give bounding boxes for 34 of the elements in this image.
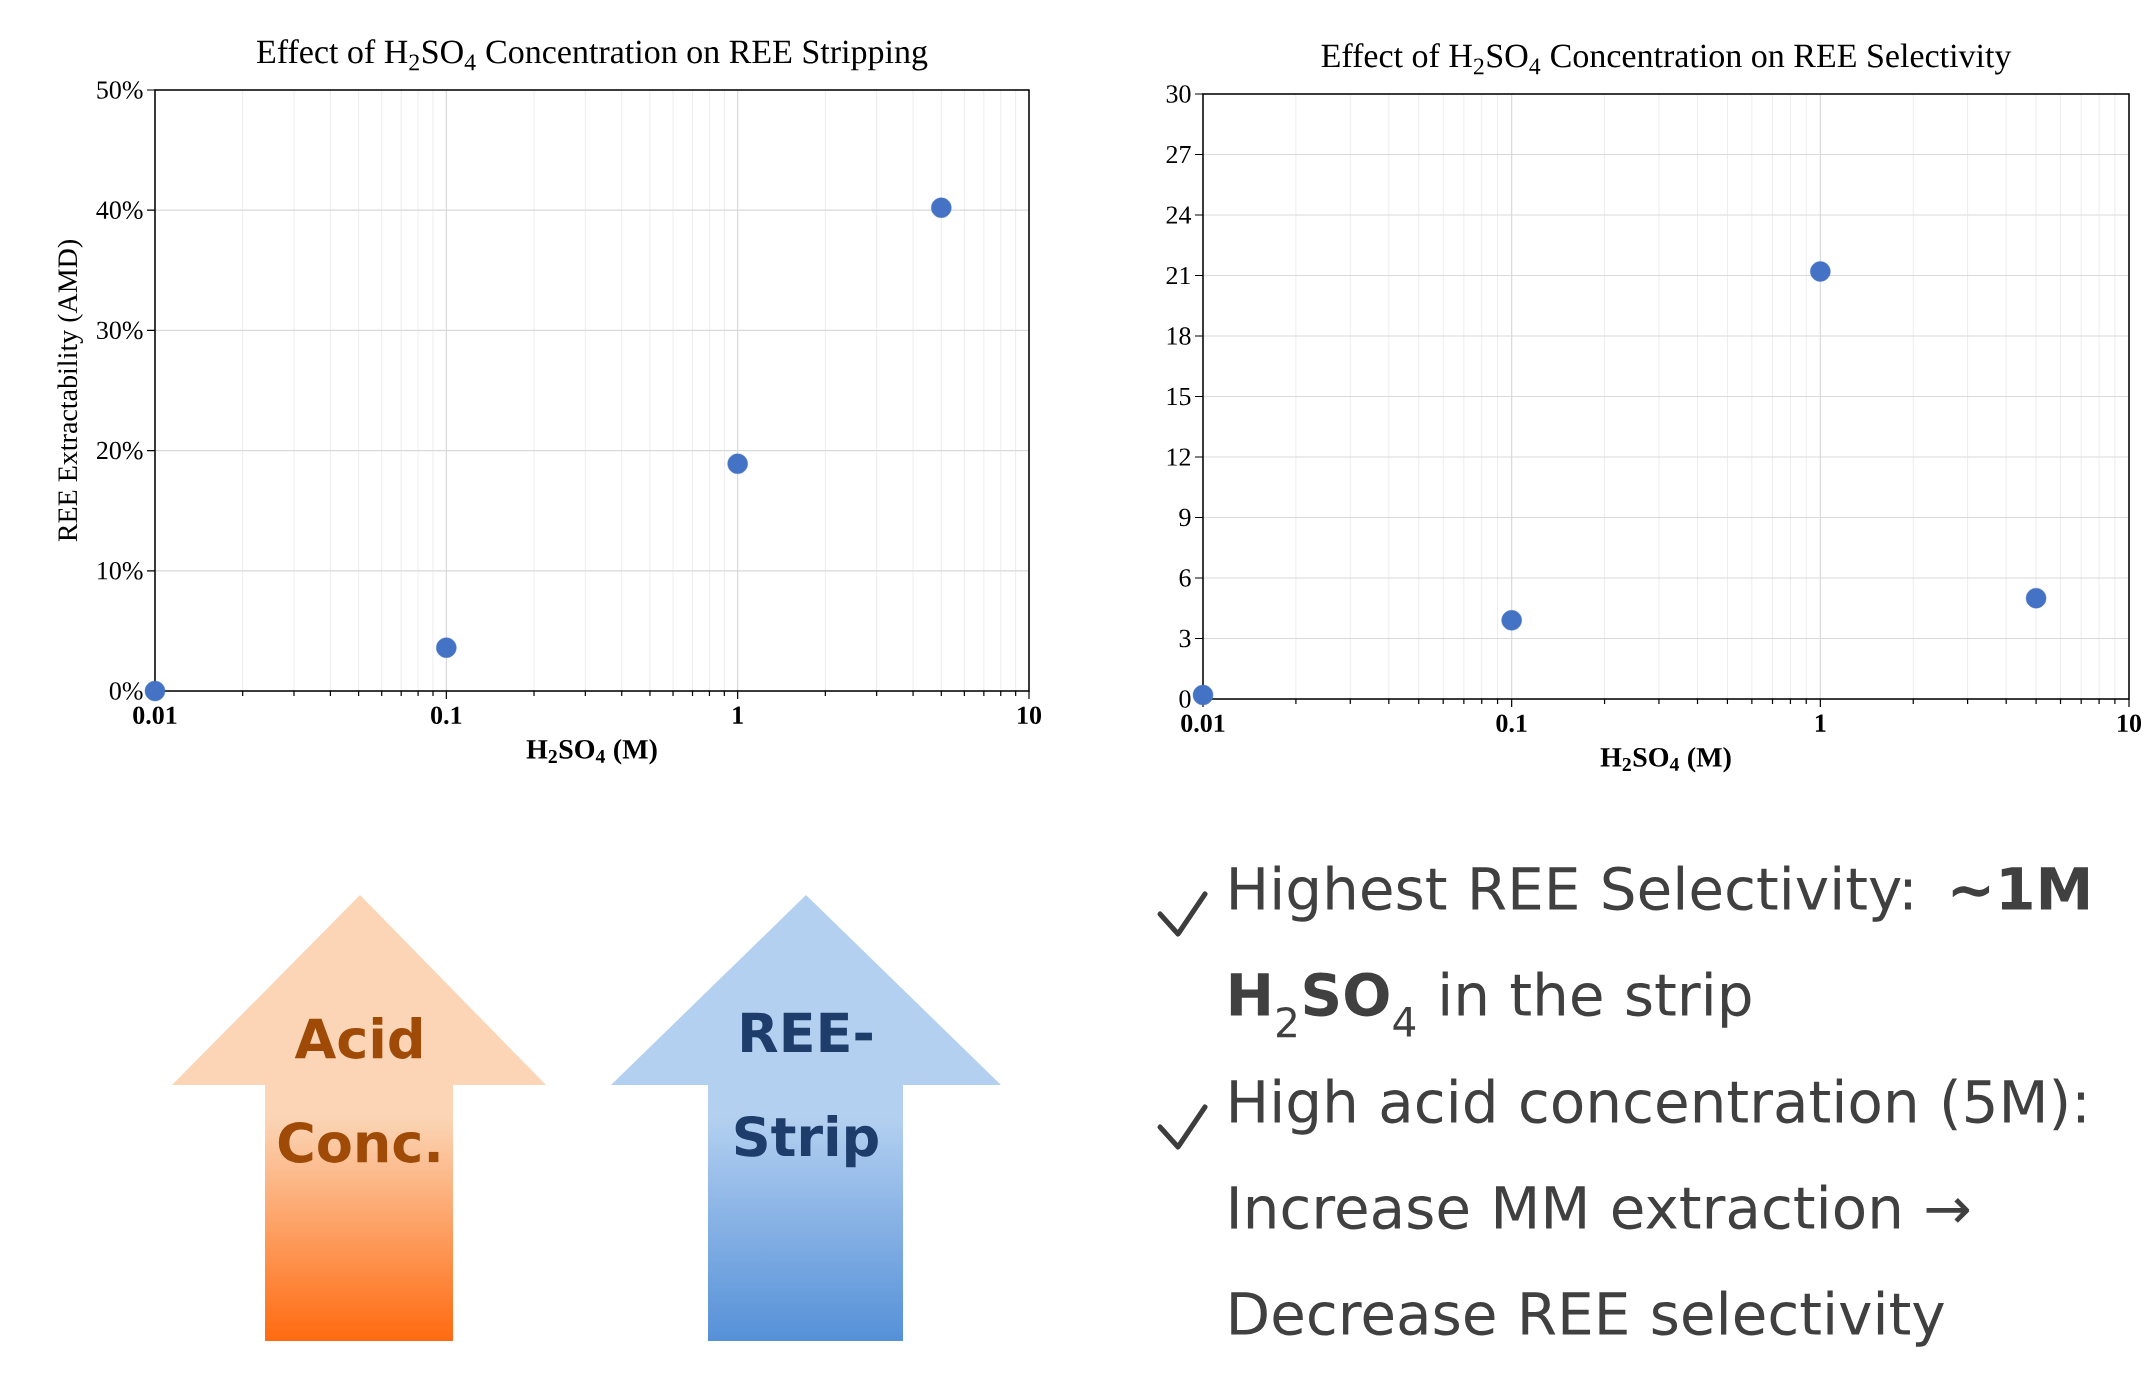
- y-axis-title: REE Extractability (AMD): [57, 240, 83, 542]
- x-tick-label: 10: [1018, 706, 1042, 725]
- y-tick-label: 21: [1166, 266, 1190, 285]
- y-tick-label: 30: [1166, 85, 1191, 103]
- y-tick-label: 20%: [96, 441, 143, 460]
- y-tick-label: 9: [1179, 508, 1191, 527]
- x-tick-label: 1: [733, 706, 743, 724]
- x-tick-label: 10: [2118, 714, 2142, 733]
- x-tick-label: 1: [1815, 714, 1826, 732]
- text: Acid Conc.: [278, 1017, 439, 1163]
- y-tick-label: 3: [1179, 629, 1191, 648]
- x-tick-label: 0.01: [1181, 714, 1225, 733]
- x-axis-title: H$_{2}$SO$_{4}$ (M): [1600, 747, 1731, 773]
- y-tick-label: 15: [1167, 387, 1191, 406]
- y-tick-label: 12: [1167, 448, 1191, 466]
- y-tick-label: 6: [1179, 569, 1191, 587]
- text: High acid concentration (5M): Increase MM extraction → Decrease REE selectivity: [1231, 1078, 2084, 1347]
- y-tick-label: 40%: [96, 201, 143, 220]
- y-tick-label: 0%: [109, 682, 143, 700]
- x-tick-label: 0.1: [1496, 714, 1527, 733]
- text: Highest REE Selectivity: ~1M H$_{2}$SO$_{4}$ in the strip: [1230, 865, 2088, 1038]
- y-tick-label: 30%: [97, 321, 143, 340]
- y-tick-label: 0: [1179, 690, 1191, 708]
- x-axis-title: H$_{2}$SO$_{4}$ (M): [526, 739, 657, 765]
- chart-title: Effect of H$_{2}$SO$_{4}$ Concentration on REE Selectivity: [1321, 43, 2012, 75]
- y-tick-label: 24: [1166, 206, 1192, 224]
- text: REE-Strip: [735, 1012, 878, 1168]
- y-tick-label: 50%: [97, 81, 143, 99]
- x-tick-label: 0.1: [431, 706, 462, 725]
- chart-title: Effect of H$_{2}$SO$_{4}$ Concentration on REE Stripping: [256, 39, 928, 71]
- y-tick-label: 18: [1167, 327, 1191, 345]
- x-tick-label: 0.01: [133, 706, 177, 725]
- y-tick-label: 10%: [98, 561, 143, 580]
- y-tick-label: 27: [1166, 145, 1191, 164]
